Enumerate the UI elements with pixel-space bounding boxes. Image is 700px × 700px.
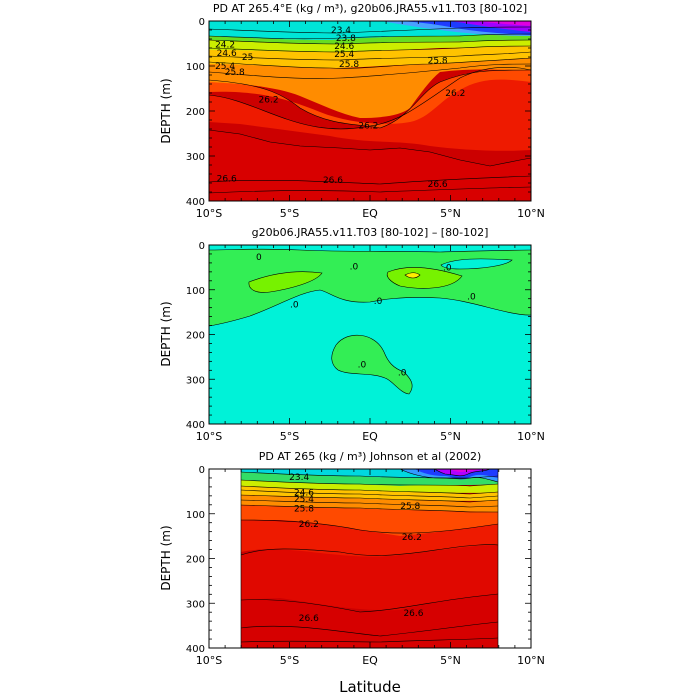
contour-label: 25.8 bbox=[400, 502, 420, 512]
contour-label: .0 bbox=[398, 369, 407, 379]
contour-label: 25.4 bbox=[215, 62, 235, 72]
contour-label: 26.6 bbox=[299, 614, 319, 624]
contour-label: 24.6 bbox=[294, 488, 314, 498]
contour-label: 25 bbox=[242, 53, 253, 63]
x-tick-label: 5°S bbox=[280, 430, 299, 443]
contour-label: 23.4 bbox=[331, 26, 351, 36]
contour-label: 26.6 bbox=[217, 175, 237, 185]
panel2-axes: 10°S 5°S EQ 5°N 10°N 0 100 200 300 400 bbox=[186, 241, 545, 443]
x-tick-label: 5°S bbox=[280, 207, 299, 220]
contour-label: 26.2 bbox=[402, 533, 422, 543]
contour-label: .0 bbox=[358, 360, 367, 370]
x-tick-label: 10°N bbox=[517, 430, 545, 443]
contour-label: 25.8 bbox=[294, 504, 314, 514]
y-tick-label: 400 bbox=[186, 197, 205, 208]
x-tick-label: 10°S bbox=[196, 654, 222, 667]
contour-label: 23.8 bbox=[336, 34, 356, 44]
x-tick-label: 5°N bbox=[440, 207, 461, 220]
x-tick-label: 10°S bbox=[196, 430, 222, 443]
y-tick-label: 300 bbox=[186, 375, 205, 386]
contour-label: 24.2 bbox=[215, 40, 235, 50]
contour-label: 26.6 bbox=[323, 176, 343, 186]
x-tick-label: 10°S bbox=[196, 207, 222, 220]
contour-label: .0 bbox=[290, 301, 299, 311]
contour-label: 23.4 bbox=[289, 473, 309, 483]
y-tick-label: 100 bbox=[186, 510, 205, 521]
panel3-contour-lines bbox=[241, 469, 498, 643]
x-tick-label: 10°N bbox=[517, 654, 545, 667]
contour-label: .0 bbox=[467, 292, 476, 302]
contour-label: 26.2 bbox=[445, 89, 465, 99]
panel3-contour-label-layer: 23.424.625.425.8 25.826.226.226.6 26.6 bbox=[289, 473, 424, 624]
x-tick-label: 5°S bbox=[280, 654, 299, 667]
panel-observed-density: PD AT 265 (kg / m³) Johnson et al (2002) bbox=[159, 450, 545, 696]
y-tick-label: 0 bbox=[199, 241, 205, 252]
panel3-xlabel: Latitude bbox=[339, 678, 401, 696]
panel3-ylabel: DEPTH (m) bbox=[159, 525, 173, 590]
panel2-field: 0 .0 .0 .0 .0 .0 .0 .0 bbox=[209, 245, 531, 424]
y-tick-label: 300 bbox=[186, 152, 205, 163]
contour-label: 26.2 bbox=[259, 95, 279, 105]
y-tick-label: 0 bbox=[199, 465, 205, 476]
x-tick-label: EQ bbox=[362, 430, 378, 443]
contour-label: 26.2 bbox=[358, 121, 378, 131]
x-tick-label: EQ bbox=[362, 207, 378, 220]
contour-label: 0 bbox=[256, 253, 262, 263]
contour-label: 25.4 bbox=[294, 495, 314, 505]
contour-label: .0 bbox=[443, 263, 452, 273]
contour-label: .0 bbox=[374, 297, 383, 307]
x-tick-label: EQ bbox=[362, 654, 378, 667]
contour-label: .0 bbox=[350, 262, 359, 272]
y-tick-label: 0 bbox=[199, 17, 205, 28]
panel1-axes: 10°S 5°S EQ 5°N 10°N 0 100 200 300 400 bbox=[186, 17, 545, 220]
contour-label: 24.6 bbox=[334, 42, 354, 52]
panel2-ylabel: DEPTH (m) bbox=[159, 301, 173, 366]
y-tick-label: 400 bbox=[186, 644, 205, 655]
contour-label: 24.6 bbox=[217, 49, 237, 59]
panel1-title: PD AT 265.4°E (kg / m³), g20b06.JRA55.v1… bbox=[213, 2, 527, 15]
contour-label: 25.8 bbox=[428, 57, 448, 67]
y-tick-label: 300 bbox=[186, 599, 205, 610]
panel2-contour-label-layer: 0 .0 .0 .0 .0 .0 .0 .0 bbox=[256, 253, 476, 378]
y-tick-label: 100 bbox=[186, 286, 205, 297]
contour-label: 25.8 bbox=[339, 60, 359, 70]
contour-label: 26.2 bbox=[299, 520, 319, 530]
panel-difference: g20b06.JRA55.v11.T03 [80-102] – [80-102]… bbox=[159, 226, 545, 443]
contour-label: 26.6 bbox=[428, 180, 448, 190]
contour-label: 25.4 bbox=[334, 50, 354, 60]
y-tick-label: 400 bbox=[186, 420, 205, 431]
y-tick-label: 200 bbox=[186, 107, 205, 118]
panel2-title: g20b06.JRA55.v11.T03 [80-102] – [80-102] bbox=[252, 226, 489, 239]
panel3-field: 23.424.625.425.8 25.826.226.226.6 26.6 bbox=[241, 469, 498, 648]
panel1-ylabel: DEPTH (m) bbox=[159, 78, 173, 143]
x-tick-label: 10°N bbox=[517, 207, 545, 220]
x-tick-label: 5°N bbox=[440, 654, 461, 667]
y-tick-label: 200 bbox=[186, 555, 205, 566]
panel1-contour-lines bbox=[209, 26, 531, 194]
y-tick-label: 200 bbox=[186, 331, 205, 342]
panel3-axes: 10°S 5°S EQ 5°N 10°N 0 100 200 300 400 bbox=[186, 465, 545, 667]
contour-label: 25.8 bbox=[225, 68, 245, 78]
x-tick-label: 5°N bbox=[440, 430, 461, 443]
panel2-contour-lines bbox=[209, 248, 531, 395]
y-tick-label: 100 bbox=[186, 62, 205, 73]
panel3-title: PD AT 265 (kg / m³) Johnson et al (2002) bbox=[259, 450, 482, 463]
contour-label: 26.6 bbox=[403, 609, 423, 619]
panel-model-density: PD AT 265.4°E (kg / m³), g20b06.JRA55.v1… bbox=[159, 2, 545, 220]
